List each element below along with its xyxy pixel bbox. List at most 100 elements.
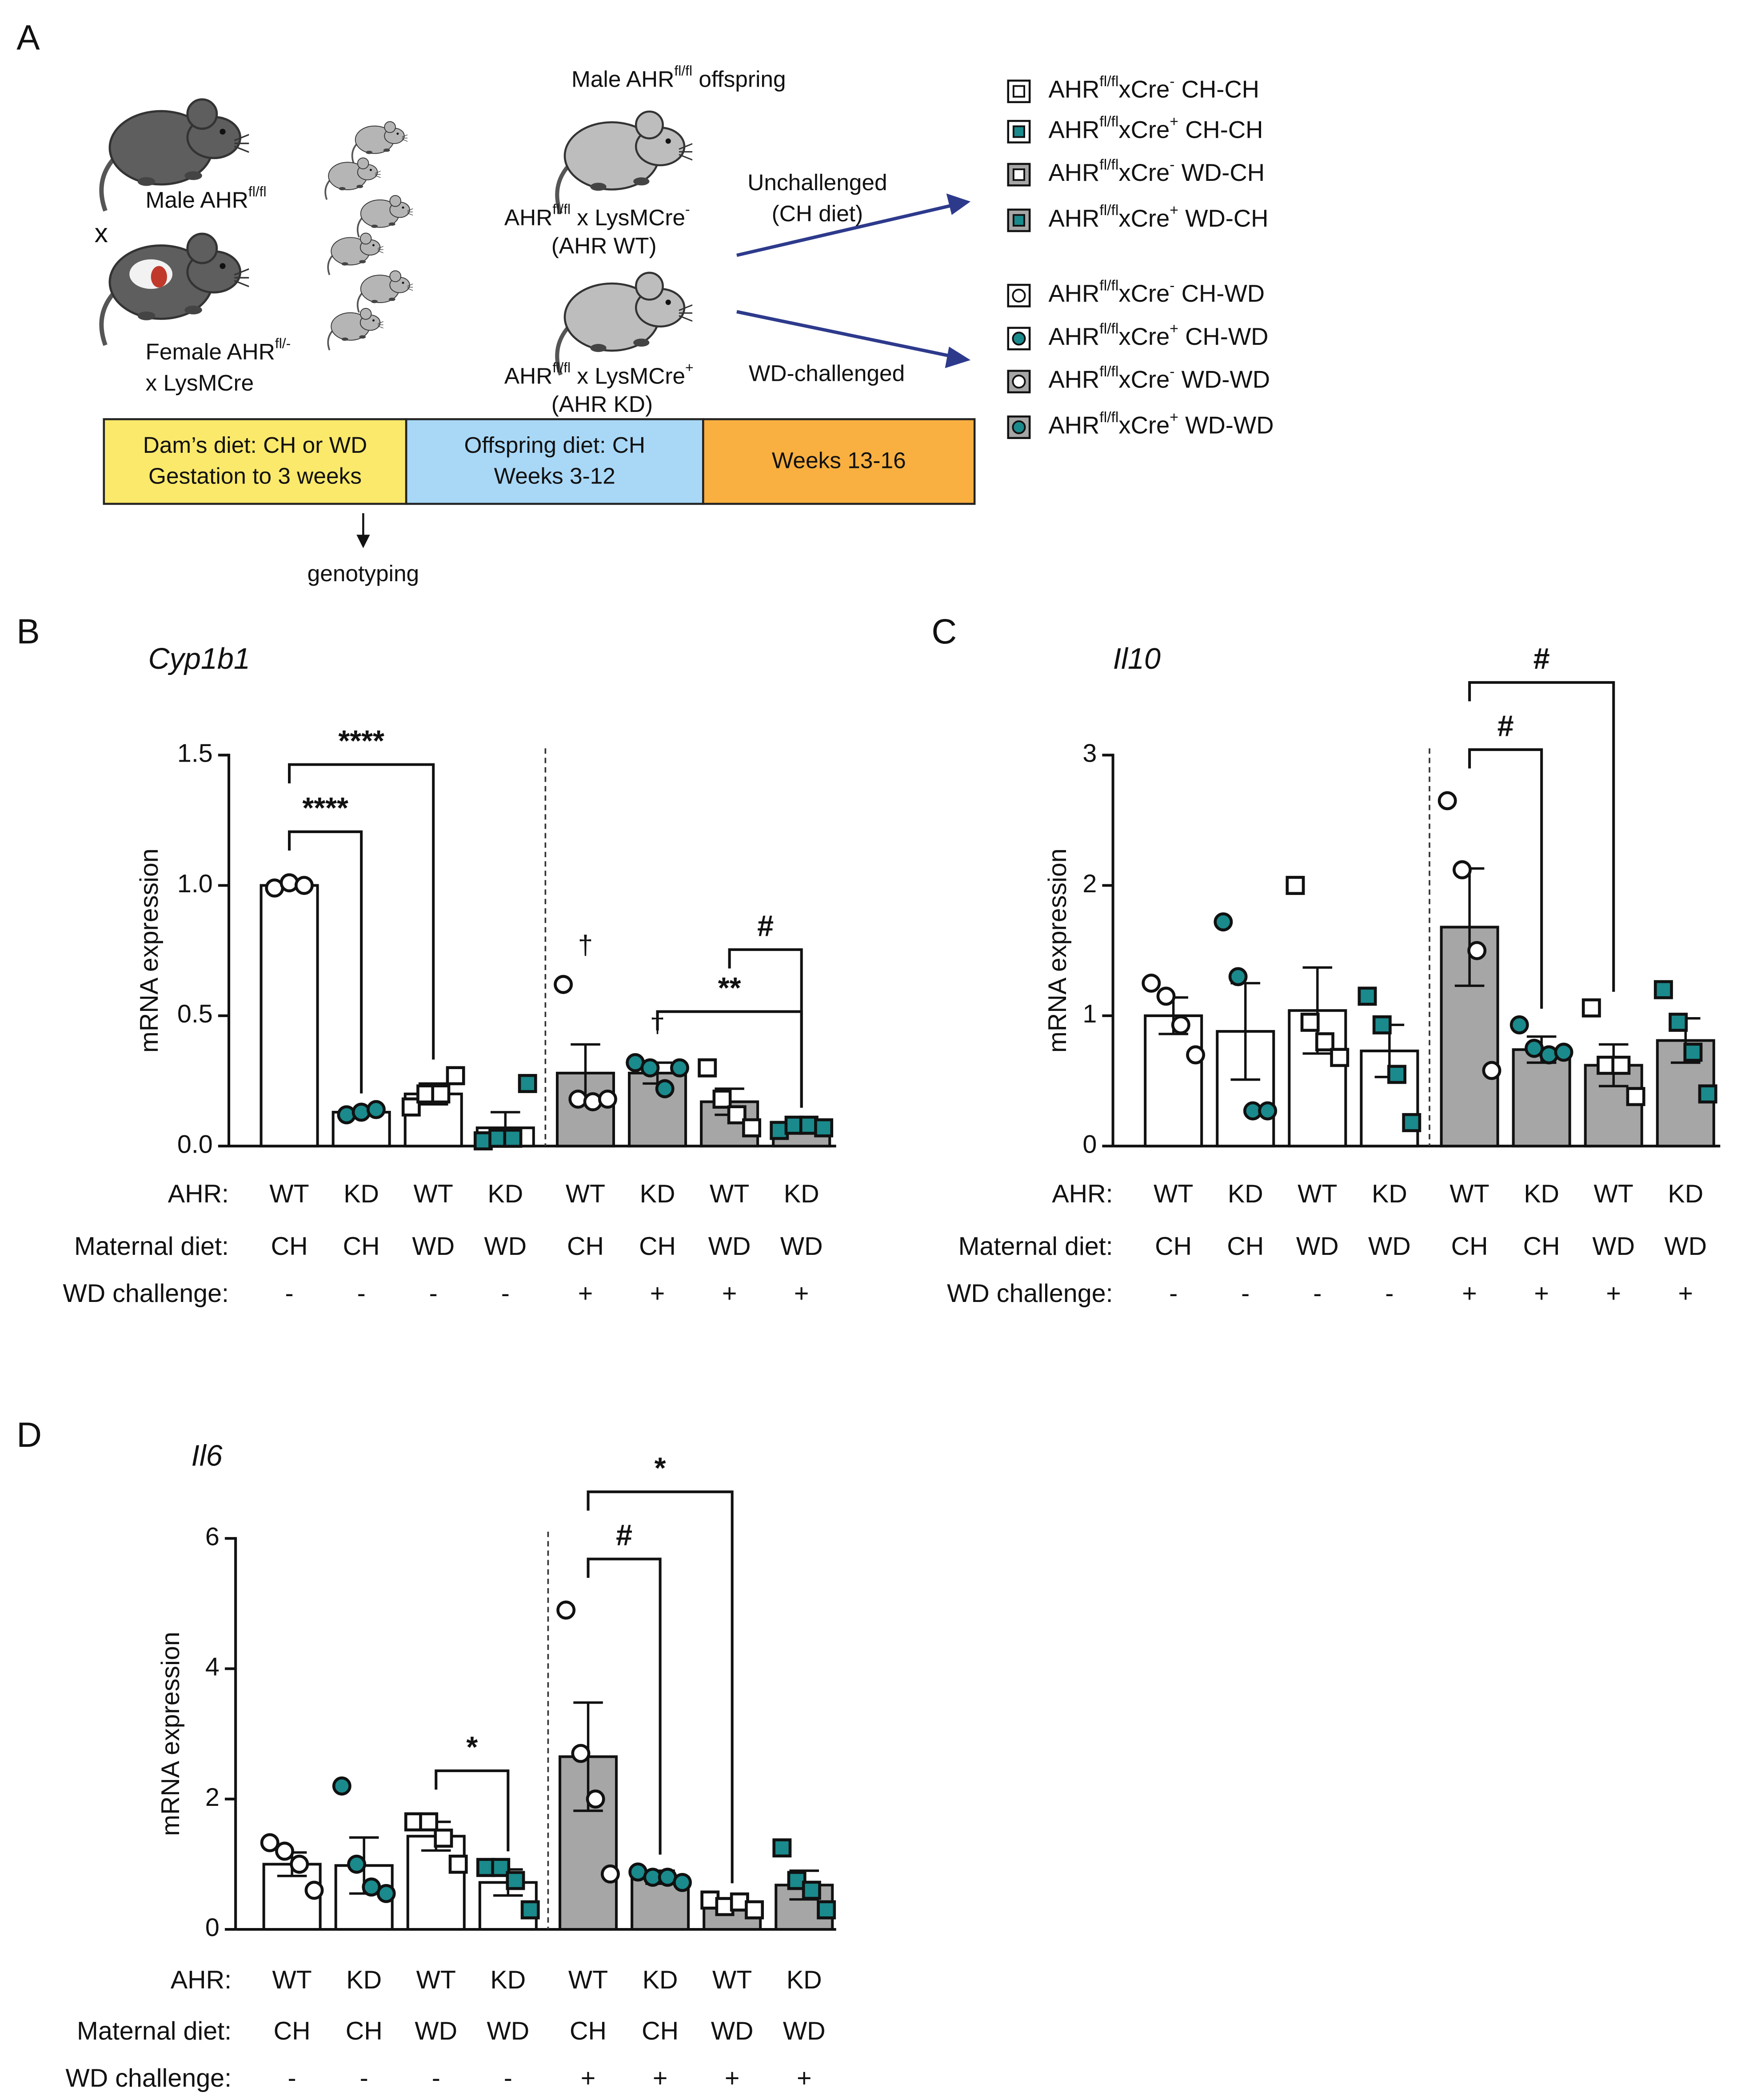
panel-label: A bbox=[16, 18, 40, 57]
legend-label-part: AHR bbox=[1048, 116, 1099, 144]
legend-label-part: xCre bbox=[1118, 116, 1170, 144]
x-tick-label: WD bbox=[708, 1232, 751, 1261]
x-tick-label: - bbox=[285, 1279, 294, 1308]
legend-label-part: xCre bbox=[1118, 412, 1170, 439]
data-point bbox=[1286, 876, 1305, 895]
legend-label-part: - bbox=[1170, 277, 1174, 294]
bar bbox=[1144, 1014, 1203, 1148]
y-axis-label: mRNA expression bbox=[135, 848, 164, 1053]
x-tick-label: KD bbox=[640, 1180, 675, 1208]
x-tick-label: + bbox=[581, 2064, 596, 2092]
x-tick-label: - bbox=[504, 2064, 512, 2092]
legend-label-part: CH-WD bbox=[1178, 323, 1268, 350]
diagram-label-part: WD-challenged bbox=[749, 360, 905, 386]
timeline-text: Gestation to 3 weeks bbox=[148, 463, 362, 488]
x-row-header: WD challenge: bbox=[66, 2064, 232, 2092]
data-point bbox=[1698, 1084, 1717, 1104]
x-tick-label: WT bbox=[269, 1180, 309, 1208]
x-tick-label: CH bbox=[1451, 1232, 1488, 1261]
x-tick-label: WD bbox=[415, 2017, 457, 2045]
pup bbox=[324, 157, 381, 201]
legend-marker bbox=[1012, 168, 1025, 181]
y-tick-label: 3 bbox=[1082, 739, 1097, 767]
x-row-header: AHR: bbox=[171, 1966, 232, 1994]
data-point bbox=[431, 1084, 451, 1104]
x-tick-label: KD bbox=[1372, 1180, 1407, 1208]
diagram-label-part: fl/- bbox=[275, 335, 291, 351]
x-tick-label: - bbox=[429, 1279, 438, 1308]
significance-label: * bbox=[466, 1731, 478, 1764]
x-tick-label: WD bbox=[1296, 1232, 1339, 1261]
legend-label: AHRfl/flxCre- WD-WD bbox=[1048, 363, 1270, 393]
data-point bbox=[1142, 974, 1161, 993]
legend-label-part: AHR bbox=[1048, 412, 1099, 439]
diagram-label-part: AHR bbox=[504, 363, 553, 388]
legend-label-part: CH-CH bbox=[1178, 116, 1263, 144]
significance-bracket bbox=[587, 1490, 734, 1884]
x-tick-label: + bbox=[794, 1279, 809, 1308]
legend-label-part: + bbox=[1170, 202, 1178, 219]
data-point bbox=[817, 1900, 836, 1920]
legend-label-part: + bbox=[1170, 320, 1178, 337]
x-tick-label: + bbox=[650, 1279, 665, 1308]
legend-label-part: AHR bbox=[1048, 76, 1099, 103]
x-tick-label: - bbox=[288, 2064, 296, 2092]
diagram-label-part: Male AHR bbox=[146, 187, 248, 212]
timeline-text: Dam’s diet: CH or WD bbox=[143, 432, 367, 458]
diagram-label-part: (AHR WT) bbox=[551, 232, 657, 258]
data-point bbox=[1372, 1015, 1392, 1034]
diagram-label: (CH diet) bbox=[772, 200, 863, 226]
x-tick-label: - bbox=[501, 1279, 510, 1308]
data-point bbox=[556, 1600, 576, 1620]
significance-bracket bbox=[587, 1557, 662, 1855]
legend-label-part: - bbox=[1170, 156, 1174, 173]
diagram-label-part: fl/fl bbox=[248, 184, 267, 200]
y-tick-label: 4 bbox=[205, 1653, 220, 1681]
x-row-header: WD challenge: bbox=[947, 1279, 1113, 1308]
significance-bracket bbox=[728, 948, 803, 1108]
pup bbox=[327, 307, 383, 351]
legend-label-part: AHR bbox=[1048, 205, 1099, 232]
data-point bbox=[814, 1118, 834, 1138]
legend-label-part: xCre bbox=[1118, 76, 1170, 103]
diagram-label-part: fl/fl bbox=[674, 63, 692, 79]
x-tick-label: WT bbox=[272, 1966, 311, 1994]
x-row-header: AHR: bbox=[168, 1180, 229, 1208]
data-point bbox=[1509, 1015, 1529, 1034]
data-point bbox=[1554, 1042, 1573, 1062]
legend-label-part: WD-CH bbox=[1178, 205, 1268, 232]
significance-label: # bbox=[757, 910, 774, 942]
data-point bbox=[347, 1854, 367, 1874]
significance-bracket bbox=[435, 1769, 510, 1852]
legend-label-part: AHR bbox=[1048, 159, 1099, 186]
x-row-header: WD challenge: bbox=[63, 1279, 229, 1308]
significance-bracket bbox=[1468, 681, 1615, 992]
y-axis-label: mRNA expression bbox=[156, 1632, 185, 1836]
data-point bbox=[571, 1744, 591, 1763]
legend-label-part: WD-WD bbox=[1178, 412, 1274, 439]
legend-label-part: xCre bbox=[1118, 205, 1170, 232]
data-point bbox=[727, 1105, 747, 1125]
significance-bracket bbox=[288, 763, 435, 1060]
y-tick-label: 0 bbox=[1082, 1130, 1097, 1158]
panel-label: C bbox=[931, 612, 957, 651]
data-point bbox=[260, 1833, 280, 1852]
x-tick-label: - bbox=[357, 1279, 366, 1308]
legend-label-part: xCre bbox=[1118, 366, 1170, 393]
diagram-label: Male AHRfl/fl bbox=[146, 184, 267, 212]
arrow-head bbox=[946, 193, 971, 215]
x-tick-label: WD bbox=[484, 1232, 527, 1261]
x-tick-label: KD bbox=[1228, 1180, 1263, 1208]
y-tick-label: 2 bbox=[205, 1783, 220, 1812]
data-point bbox=[802, 1880, 821, 1900]
data-point bbox=[366, 1100, 386, 1119]
x-tick-label: WT bbox=[566, 1180, 605, 1208]
x-row-header: AHR: bbox=[1052, 1180, 1113, 1208]
x-tick-label: - bbox=[432, 2064, 440, 2092]
x-tick-label: CH bbox=[567, 1232, 604, 1261]
y-tick-label: 1.5 bbox=[177, 739, 213, 767]
panel-label: D bbox=[16, 1415, 42, 1454]
y-tick-label: 1.0 bbox=[177, 870, 213, 898]
legend-label-part: + bbox=[1170, 113, 1178, 130]
